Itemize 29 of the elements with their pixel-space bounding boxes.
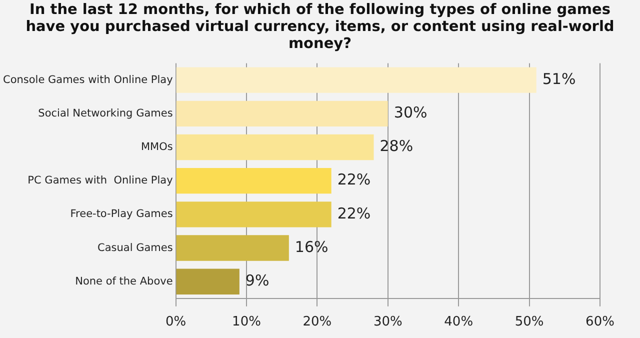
data-label: 9% (245, 272, 270, 290)
x-tick-label: 20% (302, 314, 332, 330)
x-tick-label: 0% (165, 314, 186, 330)
bar (176, 134, 374, 160)
bar (176, 235, 289, 261)
bar (176, 268, 240, 294)
y-tick-label: Casual Games (97, 242, 173, 254)
bar (176, 67, 536, 93)
y-tick-label: Console Games with Online Play (2, 74, 173, 86)
x-tick-label: 50% (514, 314, 544, 330)
x-tick-label: 40% (444, 314, 474, 330)
x-tick-label: 10% (232, 314, 261, 330)
data-label: 51% (542, 70, 576, 88)
data-label: 22% (337, 170, 371, 189)
x-tick-label: 60% (586, 314, 614, 330)
y-tick-label: None of the Above (75, 275, 173, 288)
data-label: 22% (337, 204, 371, 222)
y-tick-label: MMOs (140, 141, 173, 153)
data-label: 30% (394, 104, 428, 122)
y-tick-label: Social Networking Games (38, 107, 173, 120)
x-tick-label: 30% (373, 314, 402, 330)
bar (176, 168, 332, 194)
chart-title: In the last 12 months, for which of the following types of online games have you purchased virtual currency, items, or content using real-world money? (24, 2, 616, 53)
y-tick-label: PC Games with Online Play (28, 174, 173, 187)
data-label: 28% (380, 137, 414, 156)
y-tick-label: Free-to-Play Games (70, 208, 173, 220)
bar (176, 100, 388, 127)
data-label: 16% (294, 238, 328, 256)
bar (176, 202, 332, 228)
